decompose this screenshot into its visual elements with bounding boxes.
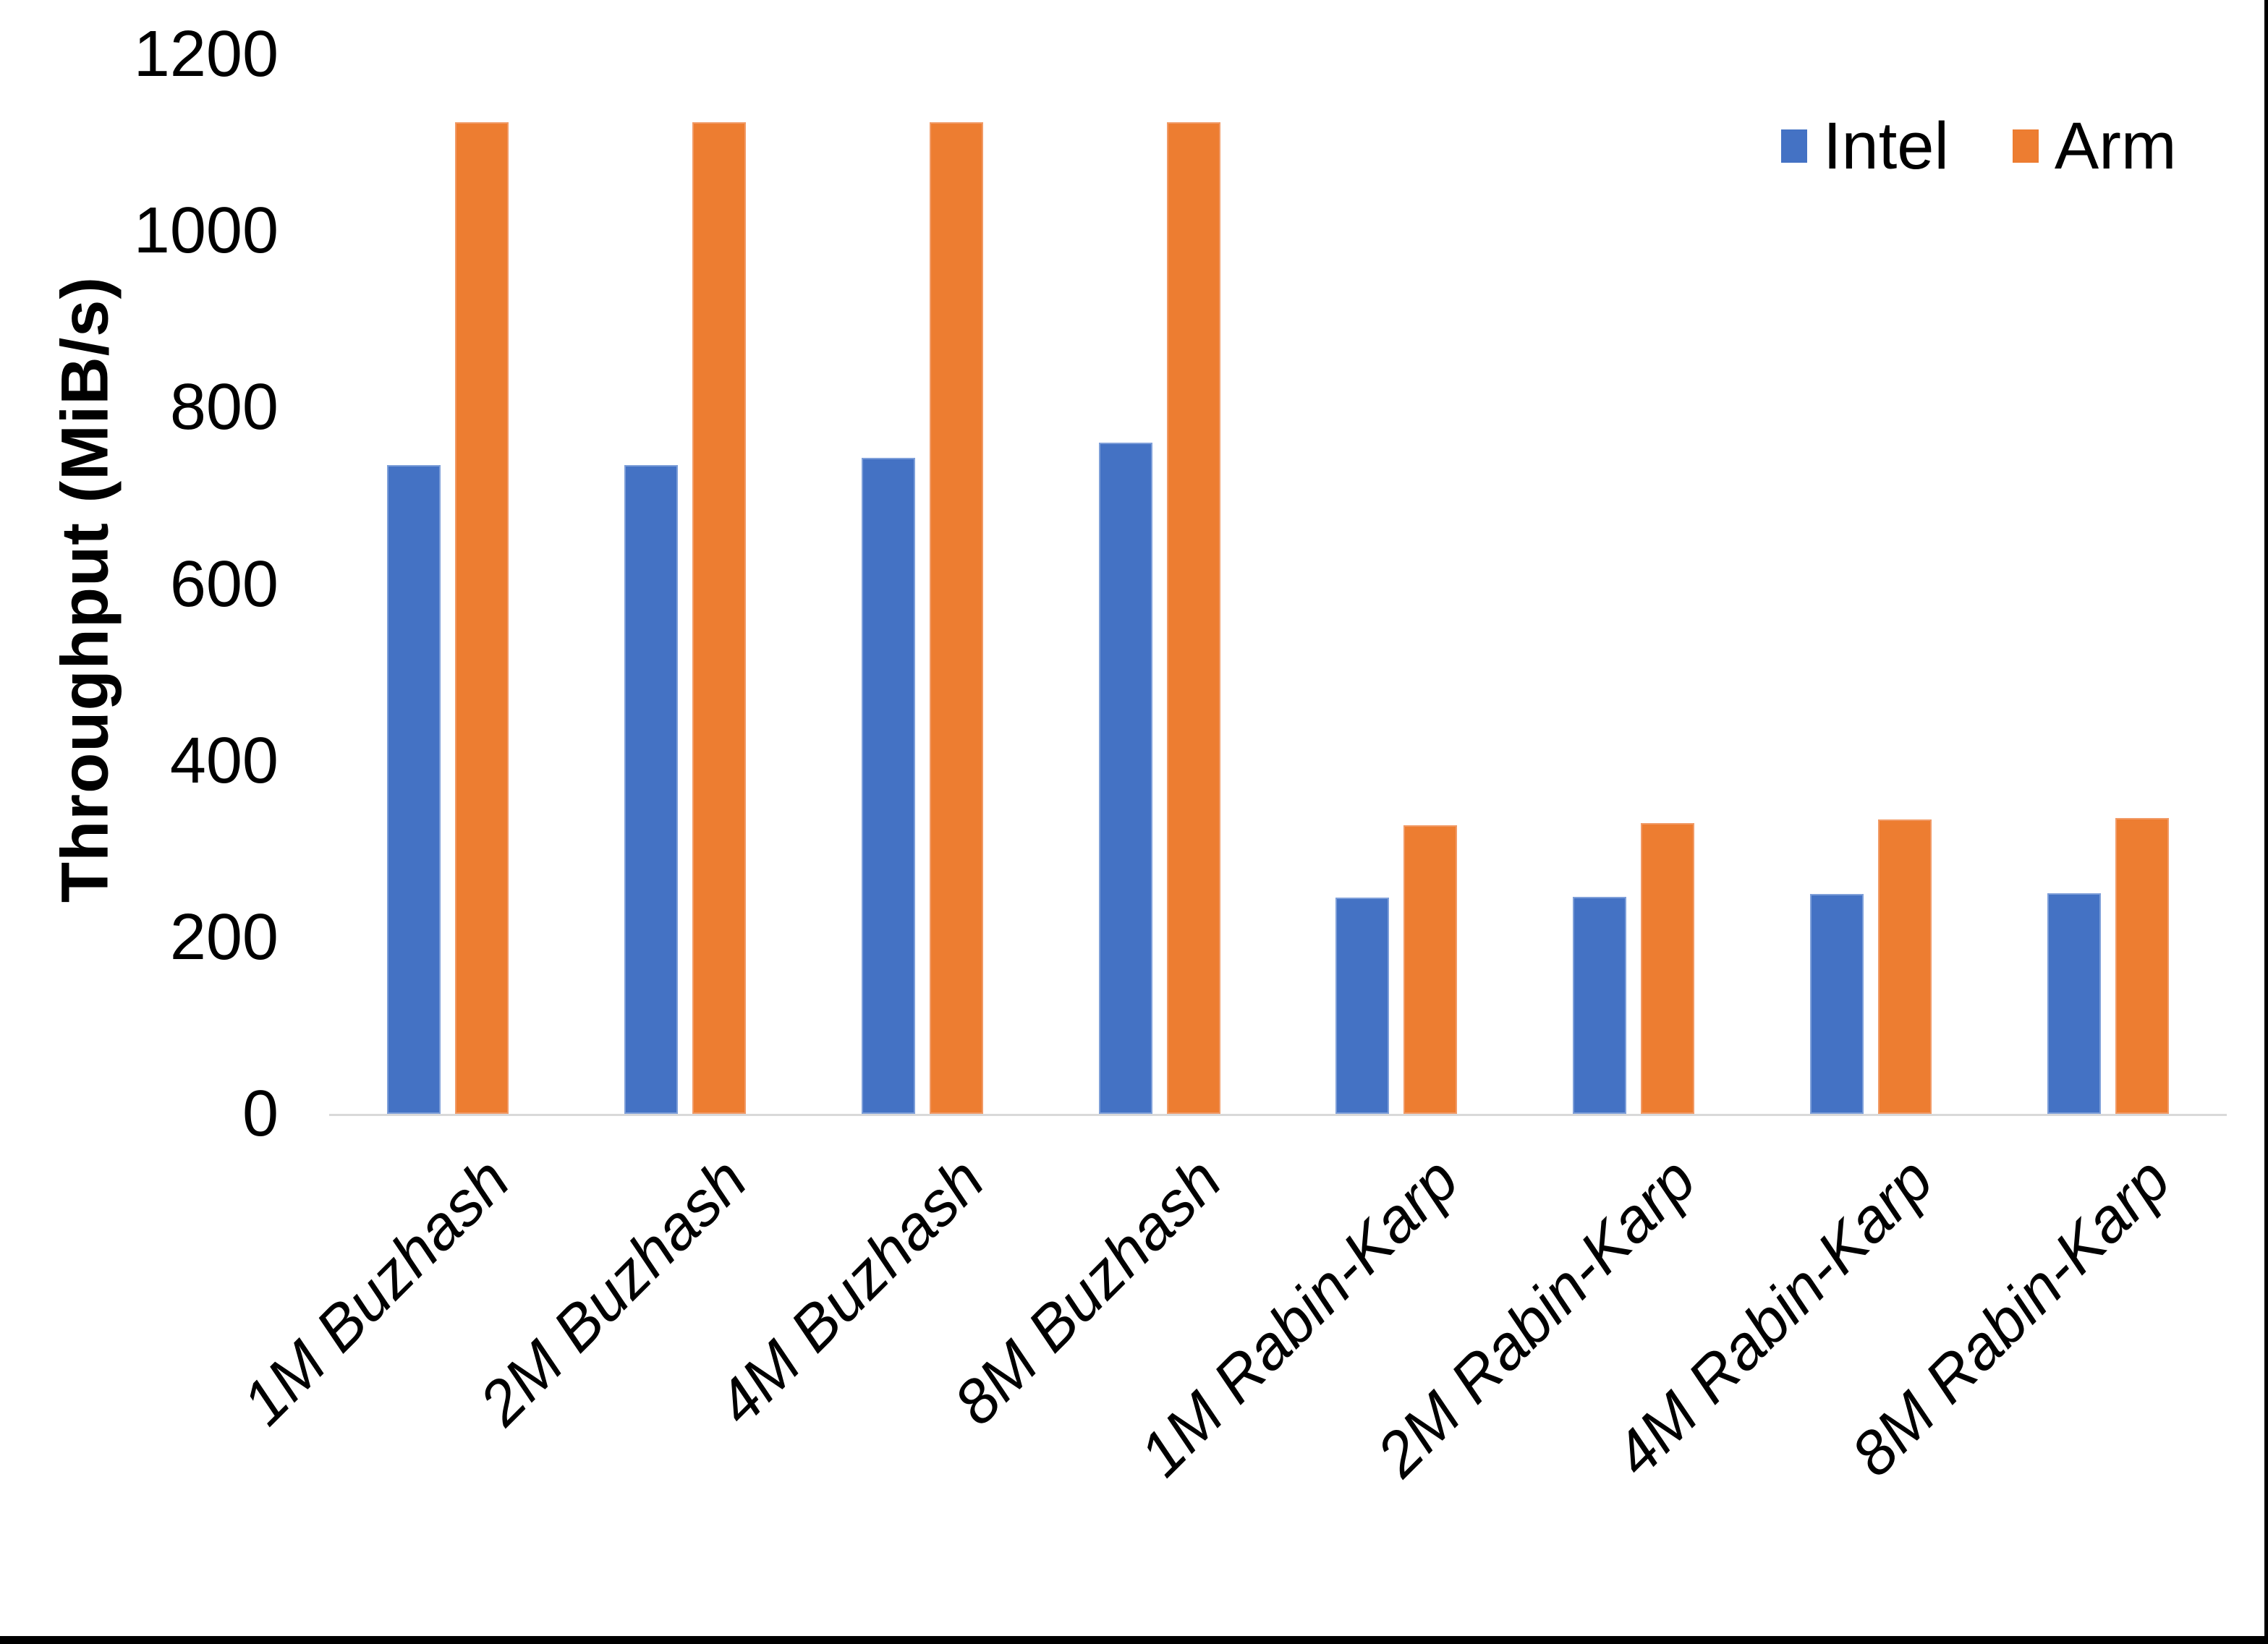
legend: Intel Arm [1781,110,2177,182]
legend-item-arm: Arm [2012,109,2177,183]
bar-intel-8 [2047,893,2101,1114]
y-tick-label: 400 [169,724,279,797]
bar-arm-5 [1403,825,1457,1114]
legend-label-intel: Intel [1823,109,1949,183]
intel-series-swatch-icon [1781,129,1807,163]
bar-arm-8 [2115,818,2169,1114]
arm-series-swatch-icon [2012,129,2039,163]
bar-arm-3 [930,122,983,1114]
y-tick-label: 800 [169,371,279,444]
bar-arm-6 [1641,823,1694,1114]
legend-label-arm: Arm [2054,109,2177,183]
bar-intel-4 [1099,443,1152,1114]
bar-intel-1 [387,465,441,1114]
y-tick-label: 1000 [133,195,279,268]
bar-intel-3 [862,458,915,1114]
bar-arm-4 [1167,122,1220,1114]
bar-intel-2 [624,465,678,1114]
bar-arm-7 [1878,819,1932,1114]
bar-intel-6 [1573,897,1626,1114]
bar-arm-1 [455,122,509,1114]
y-tick-label: 1200 [133,18,279,90]
bar-intel-5 [1335,898,1389,1114]
y-tick-label: 0 [242,1078,279,1150]
legend-item-intel: Intel [1781,110,1949,182]
bar-intel-7 [1810,894,1864,1114]
y-tick-label: 600 [169,548,279,621]
y-tick-label: 200 [169,900,279,974]
x-axis-line [329,1114,2227,1116]
bar-arm-2 [692,122,746,1114]
